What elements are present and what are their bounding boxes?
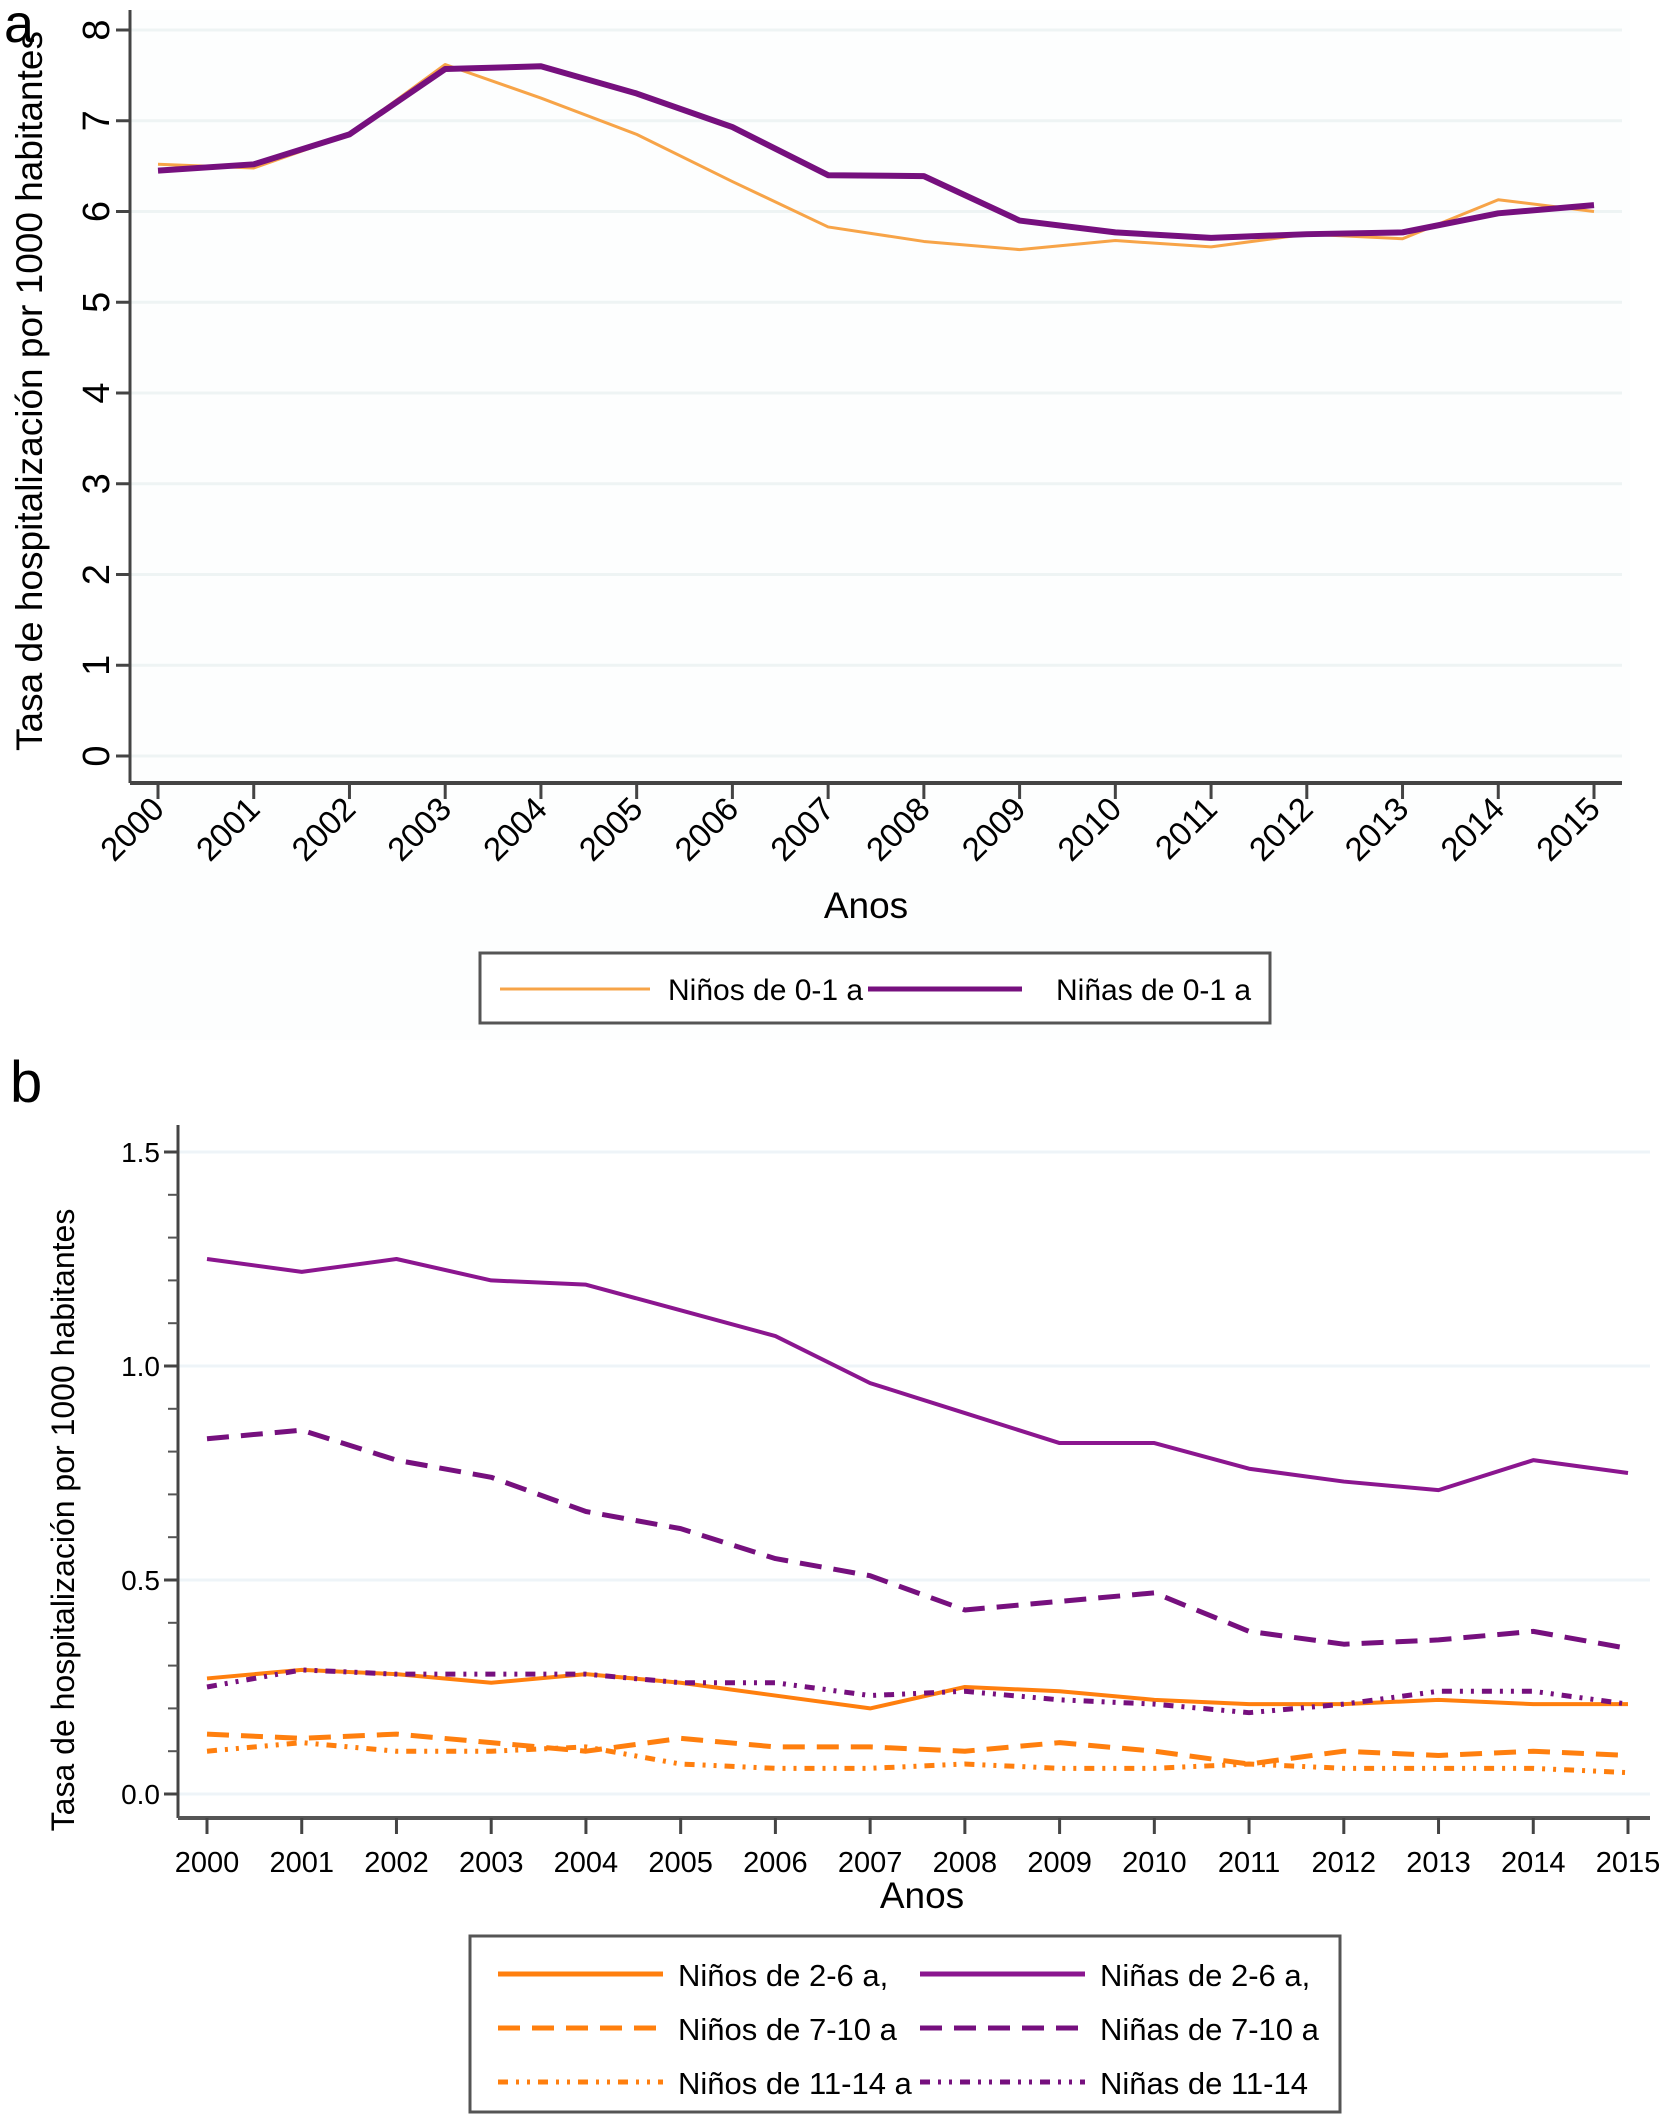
x-tick-label: 2013 — [1406, 1847, 1471, 1879]
x-tick-label: 2014 — [1501, 1847, 1566, 1879]
x-tick-label: 2012 — [1312, 1847, 1377, 1879]
x-tick-label: 2008 — [933, 1847, 998, 1879]
panel-b-axes — [176, 1125, 1650, 1820]
y-tick-label: 1.0 — [121, 1351, 160, 1382]
panel-b-legend: Niños de 2-6 a, Niñas de 2-6 a, Niños de 7… — [468, 1934, 1342, 2114]
panel-a-gridlines — [130, 28, 1622, 758]
y-tick-label: 1.5 — [121, 1137, 160, 1168]
series-line — [206, 1731, 1629, 1767]
panel-b-x-axis-label: Anos — [880, 1875, 964, 1916]
legend-label: Niñas de 11-14 — [1100, 2066, 1308, 2101]
panel-b-y-axis-label: Tasa de hospitalización por 1000 habitan… — [45, 1209, 81, 1832]
series-line — [206, 1257, 1629, 1493]
y-tick-label: 8 — [76, 19, 118, 40]
panel-a-axes — [128, 10, 1622, 785]
panel-b-legend-box — [468, 1934, 1342, 2114]
y-tick-label: 4 — [76, 382, 118, 403]
legend-label: Niñas de 2-6 a, — [1100, 1958, 1310, 1993]
y-tick-label: 0.0 — [121, 1779, 160, 1810]
x-tick-label: 2003 — [459, 1847, 524, 1879]
panel-a-series — [157, 62, 1595, 252]
x-tick-label: 2002 — [364, 1847, 429, 1879]
y-tick-label: 6 — [76, 201, 118, 222]
x-tick-label: 2015 — [1596, 1847, 1661, 1879]
x-tick-label: 2007 — [838, 1847, 903, 1879]
y-tick-label: 5 — [76, 292, 118, 313]
legend-label-ninas-0-1: Niñas de 0-1 a — [1056, 974, 1251, 1007]
panel-a-background — [130, 10, 1630, 1040]
x-tick-label: 2009 — [1027, 1847, 1092, 1879]
series-line — [206, 1427, 1629, 1651]
y-tick-label: 7 — [76, 110, 118, 131]
x-tick-label: 2000 — [175, 1847, 240, 1879]
y-tick-label: 0 — [76, 745, 118, 766]
panel-b-x-ticks: 2000 2001 2002 2003 2004 2005 2006 2007 2008 2009… — [175, 1818, 1661, 1879]
legend-label: Niñas de 7-10 a — [1100, 2012, 1320, 2047]
legend-label: Niños de 2-6 a, — [678, 1958, 888, 1993]
series-line — [157, 63, 1595, 241]
y-tick-label: 3 — [76, 473, 118, 494]
legend-label: Niños de 11-14 a — [678, 2066, 913, 2101]
x-tick-label: 2006 — [743, 1847, 808, 1879]
panel-a-y-axis-label: Tasa de hospitalización por 1000 habitan… — [9, 31, 50, 751]
panel-a-label: a — [4, 0, 35, 54]
panel-a-legend: Niños de 0-1 a Niñas de 0-1 a — [478, 951, 1272, 1025]
x-tick-label: 2004 — [554, 1847, 619, 1879]
x-tick-label: 2001 — [269, 1847, 334, 1879]
panel-a-y-ticks: 0 1 2 3 4 5 6 7 8 — [76, 19, 130, 767]
x-tick-label: 2010 — [1122, 1847, 1187, 1879]
panel-b-series — [206, 1257, 1629, 1776]
panel-b-label: b — [10, 1050, 42, 1115]
y-tick-label: 0.5 — [121, 1565, 160, 1596]
panel-b-gridlines — [178, 1150, 1650, 1796]
series-line — [206, 1740, 1629, 1776]
panel-b: b 0.00.51.01.5 2000 2001 2002 2003 2004 2005 2… — [10, 1050, 1661, 2114]
panel-a-x-axis-label: Anos — [824, 885, 908, 926]
y-tick-label: 2 — [76, 564, 118, 585]
series-line — [206, 1667, 1628, 1711]
legend-label: Niños de 7-10 a — [678, 2012, 898, 2047]
legend-label-ninos-0-1: Niños de 0-1 a — [668, 974, 863, 1007]
x-tick-label: 2011 — [1218, 1847, 1280, 1879]
x-tick-label: 2005 — [648, 1847, 713, 1879]
panel-b-y-ticks: 0.0 0.5 1.0 1.5 — [121, 1137, 178, 1810]
y-tick-label: 1 — [76, 655, 118, 676]
